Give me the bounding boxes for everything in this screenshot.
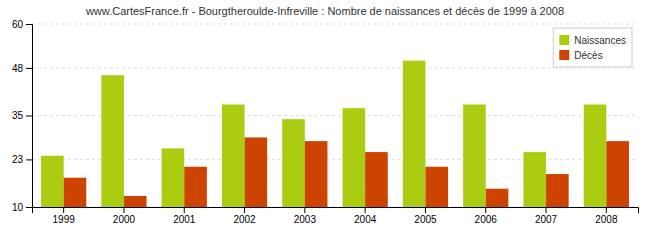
tick-mark [63,207,64,213]
x-tick: 2004 [354,207,377,225]
legend-swatch [559,50,569,60]
legend-label: Décès [574,50,602,61]
y-axis: 10 23 35 48 60 [12,19,33,213]
bars [41,61,629,207]
tick-label: 2000 [113,214,136,225]
tick-label: 48 [12,63,24,74]
title: www.CartesFrance.fr - Bourgtheroulde-Inf… [85,5,564,17]
tick-mark [606,207,607,213]
tick-mark [485,207,486,213]
bar [184,167,207,207]
bar [305,141,328,207]
bar [222,105,245,207]
bar [584,105,607,207]
x-tick: 2007 [535,207,558,225]
legend-item: Naissances [559,35,626,46]
series [64,137,629,207]
x-tick: 2001 [173,207,196,225]
tick-mark [26,207,32,208]
tick-label: 2006 [475,214,498,225]
x-tick: 2005 [414,207,437,225]
bar [403,61,426,207]
y-tick: 35 [12,110,32,121]
y-tick: 60 [12,19,32,30]
bar [425,167,448,207]
series [41,61,606,207]
tick-label: 2007 [535,214,558,225]
tick-mark [184,207,185,213]
x-tick: 2006 [475,207,498,225]
tick-mark [26,24,32,25]
legend: Naissances Décès [553,28,632,67]
tick-mark [26,159,32,160]
bar [606,141,629,207]
tick-mark [123,207,124,213]
tick-mark [304,207,305,213]
tick-mark [425,207,426,213]
tick-mark [26,68,32,69]
x-tick: 2002 [233,207,256,225]
chart: www.CartesFrance.fr - Bourgtheroulde-Inf… [0,0,650,229]
grid-line [32,67,638,68]
bar [343,108,366,207]
y-tick: 48 [12,63,32,74]
y-tick: 23 [12,154,32,165]
tick-label: 23 [12,154,24,165]
tick-label: 35 [12,110,24,121]
bar [365,152,388,207]
bar [486,189,509,207]
tick-label: 2001 [173,214,196,225]
plot: 10 23 35 48 60 1999 2000 2001 2002 2003 2004 2005 20… [12,19,639,225]
bar [162,148,185,207]
x-tick: 2000 [113,207,136,225]
legend-item: Décès [559,50,602,61]
tick-mark [244,207,245,213]
x-tick: 2008 [595,207,618,225]
bar [245,137,268,207]
axis-line [26,25,33,208]
tick-label: 2008 [595,214,618,225]
tick-label: 10 [12,202,24,213]
grid [32,24,638,207]
legend-label: Naissances [574,35,626,46]
x-tick: 1999 [53,207,76,225]
bar [523,152,546,207]
tick-mark [26,116,32,117]
tick-mark [546,207,547,213]
axis-line [33,208,639,214]
bar [463,105,486,207]
tick-label: 2003 [294,214,317,225]
legend-box [553,28,632,67]
bar [124,196,147,207]
y-tick: 10 [12,202,32,213]
bar [546,174,569,207]
bar [101,75,124,207]
tick-label: 2004 [354,214,377,225]
x-axis: 1999 2000 2001 2002 2003 2004 2005 2006 2007 2008 [33,207,639,225]
tick-mark [365,207,366,213]
grid-line [32,24,638,25]
tick-label: 1999 [53,214,76,225]
tick-label: 60 [12,19,24,30]
tick-label: 2002 [233,214,256,225]
bar [64,178,87,207]
bar [41,156,64,207]
x-tick: 2003 [294,207,317,225]
legend-swatch [559,35,569,45]
bar [282,119,305,207]
tick-label: 2005 [414,214,437,225]
